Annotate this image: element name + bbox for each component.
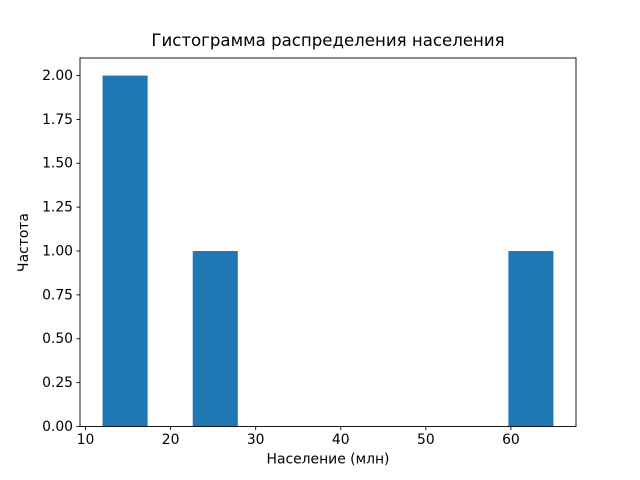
x-tick-label: 30 — [247, 432, 265, 448]
y-tick-label: 0.50 — [42, 331, 73, 347]
y-axis-ticks: 0.00 0.25 0.50 0.75 1.00 1.25 1.50 1.75 2.00 — [42, 68, 80, 435]
y-tick-label: 2.00 — [42, 68, 73, 84]
y-tick-label: 1.50 — [42, 156, 73, 172]
x-axis-label: Население (млн) — [267, 452, 390, 468]
bars-group — [102, 75, 554, 427]
y-axis-label: Частота — [16, 213, 32, 272]
y-tick-label: 0.25 — [42, 375, 73, 391]
x-axis-ticks: 10 20 30 40 50 60 — [77, 426, 520, 448]
x-tick-label: 10 — [77, 432, 95, 448]
plot-area — [80, 58, 576, 427]
histogram-bar — [508, 251, 554, 427]
histogram-bar — [102, 75, 148, 427]
y-tick-label: 0.00 — [42, 419, 73, 435]
y-tick-label: 1.00 — [42, 243, 73, 259]
x-tick-label: 20 — [162, 432, 180, 448]
x-tick-label: 50 — [417, 432, 435, 448]
y-tick-label: 1.25 — [42, 200, 73, 216]
chart-title: Гистограмма распределения населения — [151, 31, 504, 50]
y-tick-label: 1.75 — [42, 112, 73, 128]
axes-spines — [79, 57, 577, 427]
x-tick-label: 60 — [502, 432, 520, 448]
y-tick-label: 0.75 — [42, 287, 73, 303]
x-tick-label: 40 — [332, 432, 350, 448]
histogram-bar — [192, 251, 238, 427]
